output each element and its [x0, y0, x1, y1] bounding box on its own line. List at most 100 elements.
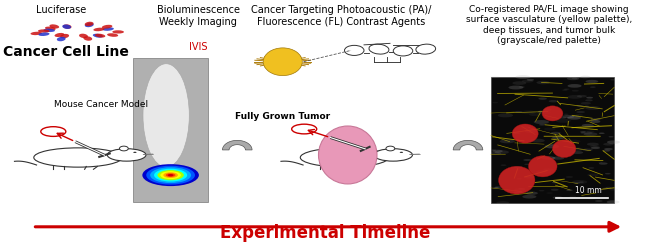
- Ellipse shape: [549, 100, 558, 102]
- Ellipse shape: [79, 34, 88, 38]
- Ellipse shape: [514, 188, 525, 191]
- Ellipse shape: [142, 164, 199, 186]
- Ellipse shape: [112, 30, 124, 34]
- Ellipse shape: [567, 140, 580, 143]
- Ellipse shape: [491, 152, 501, 155]
- Ellipse shape: [144, 154, 148, 155]
- Text: Experimental Timeline: Experimental Timeline: [220, 224, 430, 242]
- Ellipse shape: [44, 29, 55, 32]
- Ellipse shape: [146, 166, 195, 184]
- Ellipse shape: [526, 192, 538, 195]
- Ellipse shape: [263, 48, 302, 76]
- Ellipse shape: [161, 171, 181, 179]
- Ellipse shape: [530, 139, 545, 142]
- Ellipse shape: [163, 172, 178, 178]
- Ellipse shape: [604, 148, 613, 150]
- Ellipse shape: [497, 201, 509, 205]
- Ellipse shape: [38, 29, 49, 33]
- Ellipse shape: [543, 168, 554, 171]
- Ellipse shape: [539, 124, 545, 125]
- Ellipse shape: [567, 84, 582, 88]
- Text: Fully Grown Tumor: Fully Grown Tumor: [235, 112, 330, 121]
- Ellipse shape: [495, 150, 509, 154]
- Ellipse shape: [580, 76, 590, 78]
- Ellipse shape: [590, 86, 595, 88]
- Ellipse shape: [556, 119, 571, 123]
- Ellipse shape: [606, 187, 612, 188]
- Ellipse shape: [543, 108, 552, 111]
- Ellipse shape: [584, 132, 597, 136]
- Ellipse shape: [157, 170, 184, 180]
- Ellipse shape: [577, 105, 584, 107]
- Ellipse shape: [566, 176, 573, 178]
- Ellipse shape: [521, 110, 536, 114]
- Ellipse shape: [536, 170, 551, 174]
- Ellipse shape: [95, 34, 105, 38]
- Ellipse shape: [552, 156, 564, 160]
- Ellipse shape: [562, 115, 575, 118]
- Ellipse shape: [490, 76, 499, 78]
- Ellipse shape: [580, 131, 586, 133]
- Ellipse shape: [499, 166, 535, 194]
- Ellipse shape: [143, 64, 189, 167]
- Polygon shape: [222, 140, 252, 150]
- Ellipse shape: [599, 162, 603, 163]
- Ellipse shape: [491, 149, 496, 151]
- Ellipse shape: [585, 99, 593, 101]
- Ellipse shape: [166, 173, 176, 177]
- Ellipse shape: [534, 120, 549, 124]
- Ellipse shape: [84, 23, 94, 27]
- Ellipse shape: [523, 159, 532, 161]
- Ellipse shape: [515, 75, 530, 79]
- Ellipse shape: [560, 117, 566, 119]
- Ellipse shape: [552, 182, 558, 183]
- Ellipse shape: [591, 147, 600, 149]
- Ellipse shape: [582, 148, 593, 151]
- Ellipse shape: [528, 156, 557, 177]
- Ellipse shape: [150, 167, 191, 183]
- Ellipse shape: [300, 148, 389, 167]
- Ellipse shape: [318, 126, 377, 184]
- Ellipse shape: [538, 111, 551, 114]
- Text: 10 mm: 10 mm: [575, 186, 602, 195]
- Ellipse shape: [605, 173, 610, 174]
- Ellipse shape: [498, 113, 513, 117]
- Ellipse shape: [552, 136, 564, 139]
- Ellipse shape: [34, 148, 122, 167]
- Ellipse shape: [120, 146, 128, 151]
- Ellipse shape: [94, 28, 105, 31]
- Ellipse shape: [572, 90, 579, 92]
- Ellipse shape: [500, 139, 515, 143]
- Ellipse shape: [521, 127, 531, 129]
- Ellipse shape: [538, 98, 547, 100]
- Ellipse shape: [514, 111, 522, 113]
- Ellipse shape: [60, 34, 69, 38]
- Ellipse shape: [154, 169, 187, 181]
- Ellipse shape: [585, 106, 600, 110]
- Ellipse shape: [386, 146, 395, 151]
- Ellipse shape: [586, 97, 593, 99]
- Ellipse shape: [584, 106, 589, 107]
- Ellipse shape: [552, 140, 576, 158]
- Ellipse shape: [550, 144, 557, 146]
- Ellipse shape: [512, 81, 527, 85]
- Ellipse shape: [610, 79, 616, 80]
- Ellipse shape: [55, 33, 64, 37]
- Ellipse shape: [133, 152, 136, 153]
- Ellipse shape: [586, 80, 598, 83]
- Ellipse shape: [519, 188, 525, 190]
- Text: Bioluminescence
Weekly Imaging: Bioluminescence Weekly Imaging: [157, 5, 240, 27]
- Ellipse shape: [168, 174, 174, 176]
- Ellipse shape: [529, 113, 540, 116]
- Ellipse shape: [586, 197, 597, 200]
- Ellipse shape: [564, 114, 569, 115]
- Ellipse shape: [607, 140, 620, 144]
- Ellipse shape: [603, 143, 614, 146]
- Ellipse shape: [603, 150, 610, 152]
- Ellipse shape: [552, 196, 563, 199]
- Ellipse shape: [577, 95, 587, 98]
- Ellipse shape: [588, 173, 599, 176]
- Ellipse shape: [103, 27, 114, 31]
- Ellipse shape: [107, 33, 118, 37]
- Ellipse shape: [536, 81, 550, 84]
